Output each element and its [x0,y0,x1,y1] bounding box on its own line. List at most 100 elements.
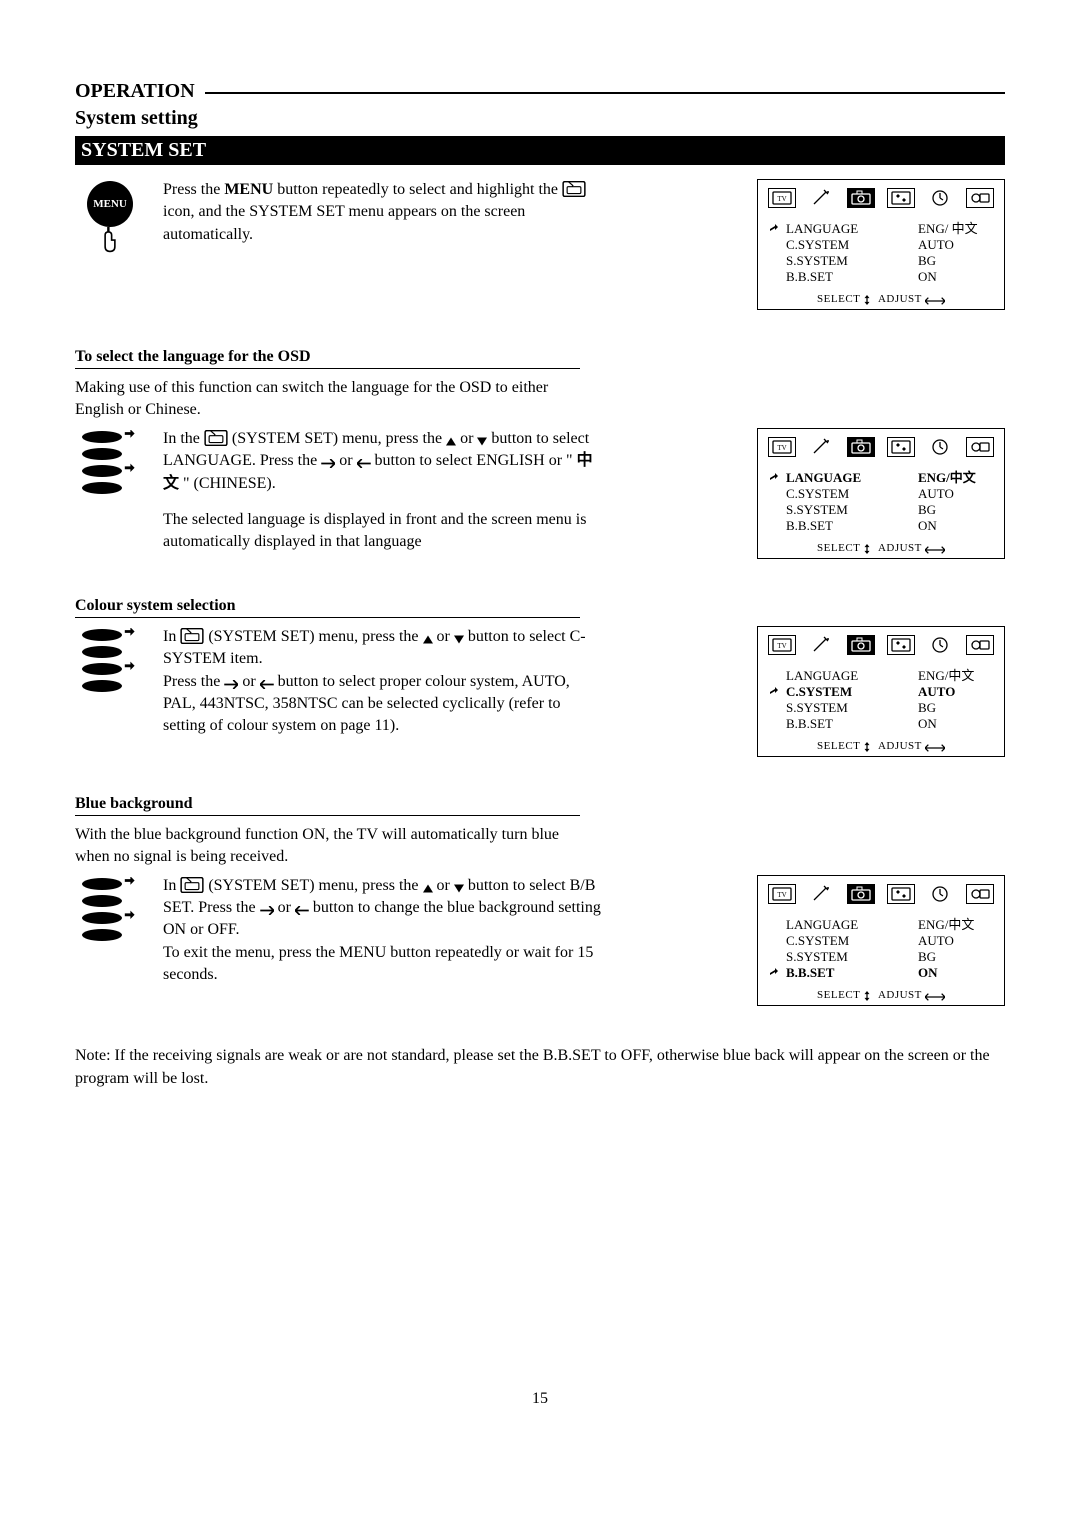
remote-buttons-icon [80,430,140,496]
page-section-subtitle: System setting [75,107,1005,130]
osd-row-key: B.B.SET [784,518,918,534]
osd-row-key: S.SYSTEM [784,502,918,518]
menu-button-icon: MENU [87,181,133,227]
remote-buttons-icon [80,628,140,694]
osd-tab-tv-icon [768,635,796,655]
osd-tab-settings-icon [887,884,915,904]
osd-row: C.SYSTEMAUTO [768,933,994,949]
osd-row-value: ENG/中文 [918,914,994,933]
osd-row-value: ENG/ 中文 [918,218,994,237]
osd-row-key: S.SYSTEM [784,700,918,716]
osd-row-value: ON [918,269,994,285]
subhead-language: To select the language for the OSD [75,348,580,369]
up-arrow-icon [423,884,433,893]
blue-instruction-1: In (SYSTEM SET) menu, press the or butto… [163,875,603,942]
lang-instruction-2: The selected language is displayed in fr… [163,509,603,554]
up-arrow-icon [446,437,456,446]
left-arrow-icon [357,459,371,468]
osd-row: C.SYSTEMAUTO [768,486,994,502]
up-arrow-icon [423,635,433,644]
osd-tab-settings-icon [887,188,915,208]
system-set-icon [204,430,228,446]
osd-row-value: BG [918,700,994,716]
osd-row-value: ON [918,716,994,732]
hand-press-icon [95,227,125,253]
osd-row-key: LANGUAGE [784,917,918,933]
osd-row-value: AUTO [918,684,994,700]
left-arrow-icon [295,906,309,915]
system-set-icon [180,877,204,893]
section-bar: SYSTEM SET [75,136,1005,165]
osd-row: LANGUAGEENG/ 中文 [768,218,994,237]
osd-row-key: C.SYSTEM [784,486,918,502]
osd-row-value: BG [918,253,994,269]
osd-tab-link-icon [966,188,994,208]
blue-instruction-2: To exit the menu, press the MENU button … [163,942,603,987]
osd-panel: LANGUAGEENG/中文C.SYSTEMAUTOS.SYSTEMBGB.B.… [757,626,1005,757]
osd-row-key: C.SYSTEM [784,933,918,949]
osd-row-value: BG [918,502,994,518]
osd-tab-camera-icon [847,884,875,904]
osd-pointer-icon [768,221,784,237]
osd-row: LANGUAGEENG/中文 [768,467,994,486]
blue-intro-line: With the blue background function ON, th… [75,824,575,869]
osd-footer: SELECT ADJUST [768,740,994,752]
right-arrow-icon [224,680,238,689]
osd-pointer-icon [768,965,784,981]
down-arrow-icon [454,635,464,644]
remote-buttons-icon [80,877,140,943]
osd-tab-camera-icon [847,437,875,457]
osd-row: B.B.SETON [768,269,994,285]
osd-row: C.SYSTEMAUTO [768,684,994,700]
osd-tab-tv-icon [768,188,796,208]
osd-tab-settings-icon [887,437,915,457]
osd-tab-magic-icon [808,884,836,904]
osd-row-value: AUTO [918,486,994,502]
osd-footer: SELECT ADJUST [768,542,994,554]
osd-row-key: LANGUAGE [784,221,918,237]
osd-tab-camera-icon [847,188,875,208]
osd-row: C.SYSTEMAUTO [768,237,994,253]
system-set-icon [562,181,586,197]
osd-tab-link-icon [966,437,994,457]
osd-tab-tv-icon [768,437,796,457]
osd-row-key: LANGUAGE [784,668,918,684]
intro-text: Press the MENU button repeatedly to sele… [163,179,603,246]
osd-tab-camera-icon [847,635,875,655]
down-arrow-icon [454,884,464,893]
note-text: Note: If the receiving signals are weak … [75,1044,1005,1090]
osd-footer: SELECT ADJUST [768,293,994,305]
subhead-colour: Colour system selection [75,597,580,618]
osd-row-key: C.SYSTEM [784,684,918,700]
osd-row-key: LANGUAGE [784,470,918,486]
osd-row: S.SYSTEMBG [768,502,994,518]
osd-row-key: B.B.SET [784,965,918,981]
colour-instruction-2: Press the or button to select proper col… [163,671,603,738]
page-operation-title: OPERATION [75,80,195,102]
down-arrow-icon [477,437,487,446]
osd-panel: LANGUAGEENG/ 中文C.SYSTEMAUTOS.SYSTEMBGB.B… [757,179,1005,310]
osd-tab-link-icon [966,635,994,655]
osd-tab-clock-icon [926,884,954,904]
osd-panel: LANGUAGEENG/中文C.SYSTEMAUTOS.SYSTEMBGB.B.… [757,875,1005,1006]
osd-tab-settings-icon [887,635,915,655]
osd-panel: LANGUAGEENG/中文C.SYSTEMAUTOS.SYSTEMBGB.B.… [757,428,1005,559]
osd-tab-clock-icon [926,437,954,457]
osd-footer: SELECT ADJUST [768,989,994,1001]
osd-row-value: AUTO [918,933,994,949]
osd-row-key: B.B.SET [784,269,918,285]
osd-tab-magic-icon [808,188,836,208]
osd-row: LANGUAGEENG/中文 [768,914,994,933]
lang-instruction-1: In the (SYSTEM SET) menu, press the or b… [163,428,603,495]
osd-pointer-icon [768,470,784,486]
right-arrow-icon [260,906,274,915]
osd-row: LANGUAGEENG/中文 [768,665,994,684]
osd-tab-link-icon [966,884,994,904]
left-arrow-icon [260,680,274,689]
osd-tab-clock-icon [926,188,954,208]
osd-row-value: ON [918,965,994,981]
osd-row-value: ON [918,518,994,534]
osd-row-value: ENG/中文 [918,467,994,486]
colour-instruction-1: In (SYSTEM SET) menu, press the or butto… [163,626,603,671]
system-set-icon [180,628,204,644]
